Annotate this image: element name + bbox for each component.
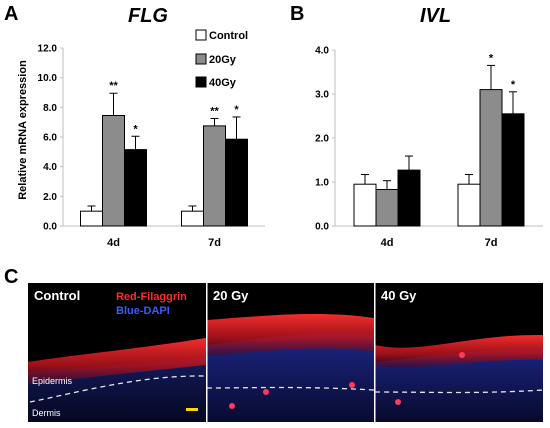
bar-control-7d xyxy=(457,183,481,227)
bar-20gy-7d xyxy=(479,89,503,227)
scale-bar xyxy=(186,408,198,411)
ivl-chart-title: IVL xyxy=(420,5,451,27)
flg-y-axis-label: Relative mRNA expression xyxy=(17,60,29,200)
y-tick-label: 6.0 xyxy=(43,133,57,144)
significance-marker: ** xyxy=(210,105,219,117)
flg-chart: FLG Relative mRNA expression 0.0 2.0 4.0 6.… xyxy=(17,5,265,249)
bar-20gy-4d xyxy=(375,188,399,227)
dermis-label: Dermis xyxy=(32,408,61,418)
red-stain-label: Red-Filaggrin xyxy=(116,291,187,303)
legend-label-control: Control xyxy=(209,30,248,42)
significance-marker: * xyxy=(133,123,138,135)
y-tick-label: 3.0 xyxy=(315,90,329,101)
ivl-chart: IVL 0.0 1.0 2.0 3.0 4.0 4d 7d * * xyxy=(315,5,543,249)
panel-letter-c: C xyxy=(4,266,18,288)
blue-stain-label: Blue-DAPI xyxy=(116,305,170,317)
legend-swatch-40gy xyxy=(195,76,207,88)
y-tick-label: 10.0 xyxy=(38,73,58,84)
y-tick-label: 12.0 xyxy=(38,44,58,55)
bar-40gy-7d xyxy=(501,113,525,227)
flg-chart-title: FLG xyxy=(128,5,168,27)
legend-label-20gy: 20Gy xyxy=(209,54,237,66)
y-tick-label: 0.0 xyxy=(315,222,329,233)
bar-control-4d xyxy=(80,210,103,227)
bar-control-4d xyxy=(353,183,377,227)
bar-control-7d xyxy=(181,210,204,227)
significance-marker: * xyxy=(511,79,516,91)
bar-40gy-7d xyxy=(225,138,248,227)
legend-swatch-20gy xyxy=(195,53,207,65)
legend-label-40gy: 40Gy xyxy=(209,77,237,89)
micrograph-20gy xyxy=(206,283,375,422)
significance-marker: * xyxy=(234,104,239,116)
micrograph-label-40gy: 40 Gy xyxy=(381,288,417,303)
legend: Control 20Gy 40Gy xyxy=(195,29,248,89)
legend-swatch-control xyxy=(195,29,207,41)
micrograph-strip: Control 20 Gy 40 Gy Red-Filaggrin Blue-D… xyxy=(28,283,544,422)
micrograph-label-control: Control xyxy=(34,288,80,303)
significance-marker: * xyxy=(489,52,494,64)
micrograph-label-20gy: 20 Gy xyxy=(213,288,249,303)
y-tick-label: 1.0 xyxy=(315,178,329,189)
y-tick-label: 2.0 xyxy=(43,192,57,203)
y-tick-label: 4.0 xyxy=(43,162,57,173)
epidermis-label: Epidermis xyxy=(32,376,73,386)
bar-20gy-7d xyxy=(203,125,226,227)
bar-20gy-4d xyxy=(102,114,125,227)
x-category-label: 7d xyxy=(485,237,498,249)
bar-40gy-4d xyxy=(397,169,421,227)
panel-letter-a: A xyxy=(4,3,18,25)
y-tick-label: 4.0 xyxy=(315,46,329,57)
micrograph-control xyxy=(28,283,207,422)
x-category-label: 4d xyxy=(107,237,120,249)
bar-40gy-4d xyxy=(124,149,147,227)
x-category-label: 4d xyxy=(381,237,394,249)
panel-letter-b: B xyxy=(290,3,304,25)
micrograph-40gy xyxy=(374,283,544,422)
y-tick-label: 0.0 xyxy=(43,222,57,233)
y-tick-label: 8.0 xyxy=(43,103,57,114)
significance-marker: ** xyxy=(109,80,118,92)
x-category-label: 7d xyxy=(208,237,221,249)
y-tick-label: 2.0 xyxy=(315,134,329,145)
